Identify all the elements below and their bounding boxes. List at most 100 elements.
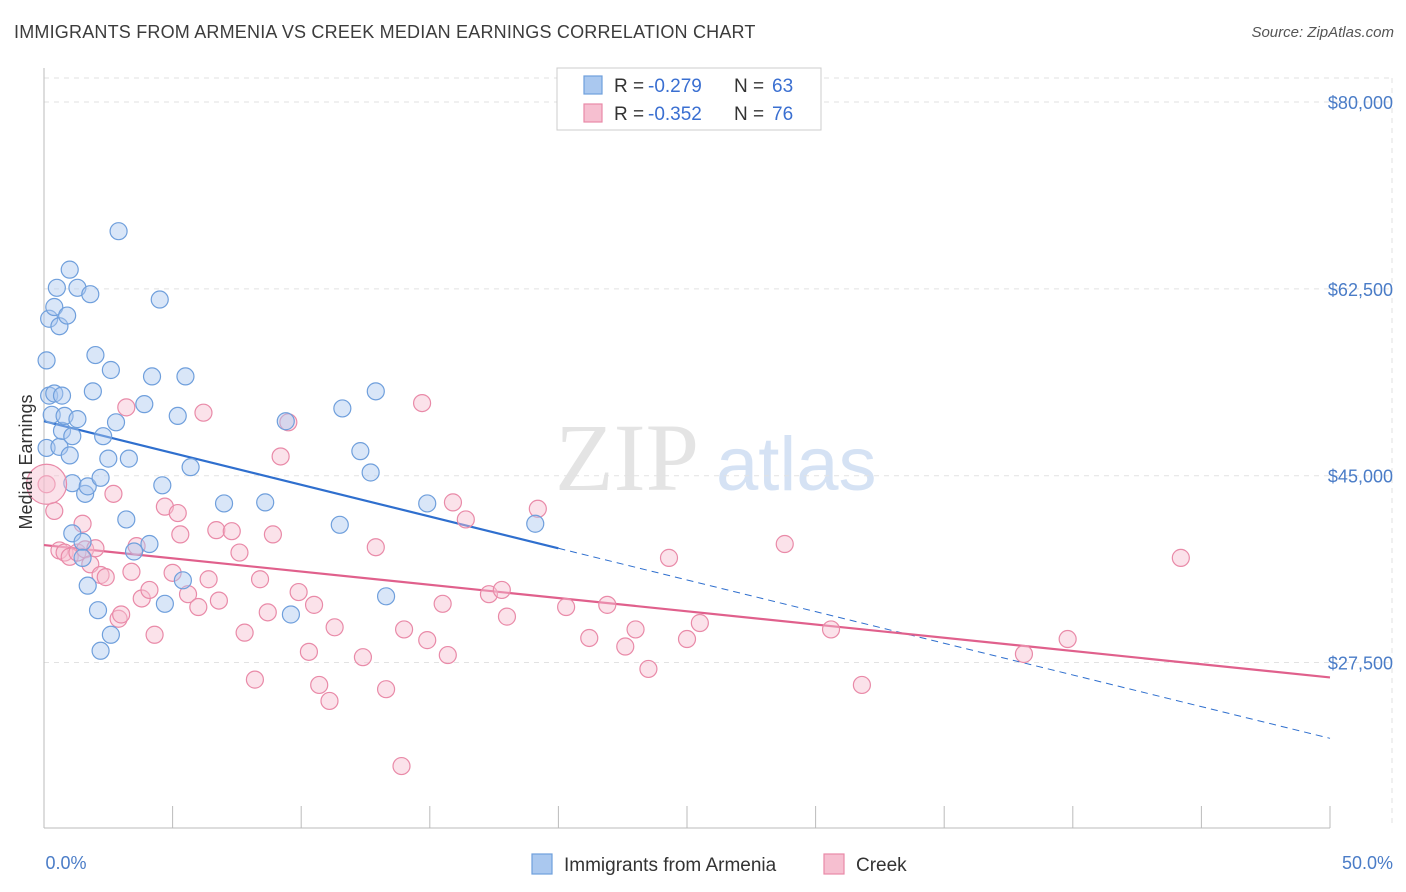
blue-data-point [37, 438, 56, 458]
pink-data-point [117, 398, 136, 417]
pink-data-point [821, 620, 841, 639]
blue-data-point [173, 571, 192, 590]
data-points [25, 222, 1190, 776]
blue-data-point [60, 260, 79, 279]
blue-data-point [45, 297, 64, 317]
legend-r-label-creek: R = [614, 104, 644, 125]
blue-data-point [119, 449, 138, 468]
blue-data-point [333, 399, 352, 418]
blue-data-point [276, 412, 295, 431]
blue-data-point [214, 494, 234, 513]
blue-data-point [47, 278, 66, 297]
legend-n-value-creek: 76 [772, 104, 793, 125]
pink-data-point [456, 510, 475, 529]
creek-trend-line [43, 543, 1331, 679]
correlation-legend: R = -0.279 N = 63 R = -0.352 N = 76 [556, 67, 822, 131]
blue-data-point [361, 463, 380, 482]
pink-data-point [310, 675, 329, 695]
pink-data-point-large [25, 463, 68, 505]
blue-data-point [91, 641, 110, 660]
series-legend-label-creek: Creek [856, 855, 907, 876]
pink-data-point [598, 595, 617, 614]
blue-data-point [155, 594, 174, 613]
pink-data-point [209, 591, 228, 610]
blue-data-point [124, 542, 144, 561]
series-legend: Immigrants from Armenia Creek [531, 853, 907, 876]
pink-data-point [1014, 644, 1034, 664]
pink-data-point [199, 570, 218, 589]
pink-data-point [616, 637, 635, 656]
chart-title: IMMIGRANTS FROM ARMENIA VS CREEK MEDIAN … [14, 22, 756, 42]
blue-data-point [117, 510, 136, 529]
blue-data-point [99, 449, 118, 468]
pink-data-point [412, 393, 432, 413]
pink-data-point [392, 756, 411, 776]
blue-data-point [81, 285, 100, 304]
armenia-trend-line [43, 420, 559, 550]
pink-data-point [140, 580, 159, 600]
pink-data-point [659, 548, 679, 567]
series-legend-swatch-armenia [531, 853, 553, 875]
legend-r-label-armenia: R = [614, 76, 644, 97]
blue-data-point [109, 222, 128, 241]
legend-r-value-armenia: -0.279 [648, 76, 702, 97]
pink-data-point [194, 403, 213, 422]
pink-data-point [299, 642, 319, 661]
blue-data-point [351, 442, 370, 461]
pink-data-point [263, 525, 283, 544]
pink-data-point [271, 447, 290, 466]
axes: $27,500 $45,000 $62,500 $80,000 0.0% 50.0% [43, 68, 1393, 873]
blue-data-point [37, 351, 56, 370]
pink-data-point [1058, 629, 1077, 649]
y-tick-label: $45,000 [1328, 467, 1393, 487]
pink-data-point [222, 522, 241, 541]
blue-data-point [150, 290, 169, 309]
pink-data-point [1171, 548, 1190, 567]
pink-data-point [626, 620, 645, 639]
blue-data-point [142, 367, 162, 386]
series-legend-label-armenia: Immigrants from Armenia [564, 855, 777, 876]
pink-data-point [304, 595, 324, 614]
pink-data-point [320, 691, 339, 711]
blue-data-point [73, 548, 92, 567]
watermark-atlas: atlas [716, 422, 877, 507]
armenia-trend-extension [558, 547, 1331, 739]
pink-data-point [497, 607, 517, 626]
x-tick-label: 0.0% [45, 853, 86, 873]
blue-data-point [52, 386, 72, 405]
pink-data-point [230, 543, 249, 562]
blue-data-point [176, 367, 195, 386]
blue-data-point [135, 395, 154, 414]
blue-data-point [86, 345, 105, 365]
pink-data-point [289, 582, 308, 602]
blue-data-point [376, 587, 396, 606]
pink-data-point [775, 534, 794, 554]
blue-data-point [91, 468, 110, 487]
blue-data-point [42, 405, 61, 424]
pink-data-point [492, 580, 511, 600]
pink-data-point [178, 585, 198, 604]
source-credit: Source: ZipAtlas.com [1251, 24, 1394, 41]
pink-data-point [258, 603, 277, 622]
pink-data-point [245, 670, 265, 689]
pink-data-point [366, 538, 385, 557]
blue-data-point [418, 494, 437, 513]
pink-data-point [433, 594, 452, 613]
pink-data-point [852, 675, 871, 695]
blue-data-point [101, 625, 120, 644]
blue-data-point [40, 309, 59, 328]
blue-data-point [526, 514, 545, 533]
pink-data-point [557, 597, 576, 617]
y-tick-label: $62,500 [1328, 280, 1393, 300]
blue-data-point [76, 484, 95, 503]
blue-data-point [94, 427, 113, 446]
pink-data-point [394, 620, 414, 639]
legend-n-label-armenia: N = [734, 76, 764, 97]
watermark-zip: ZIP [555, 404, 699, 511]
pink-data-point [580, 628, 599, 648]
pink-data-point [163, 563, 182, 582]
pink-data-point [207, 521, 226, 540]
blue-data-point [140, 534, 159, 554]
blue-data-point [60, 446, 79, 465]
